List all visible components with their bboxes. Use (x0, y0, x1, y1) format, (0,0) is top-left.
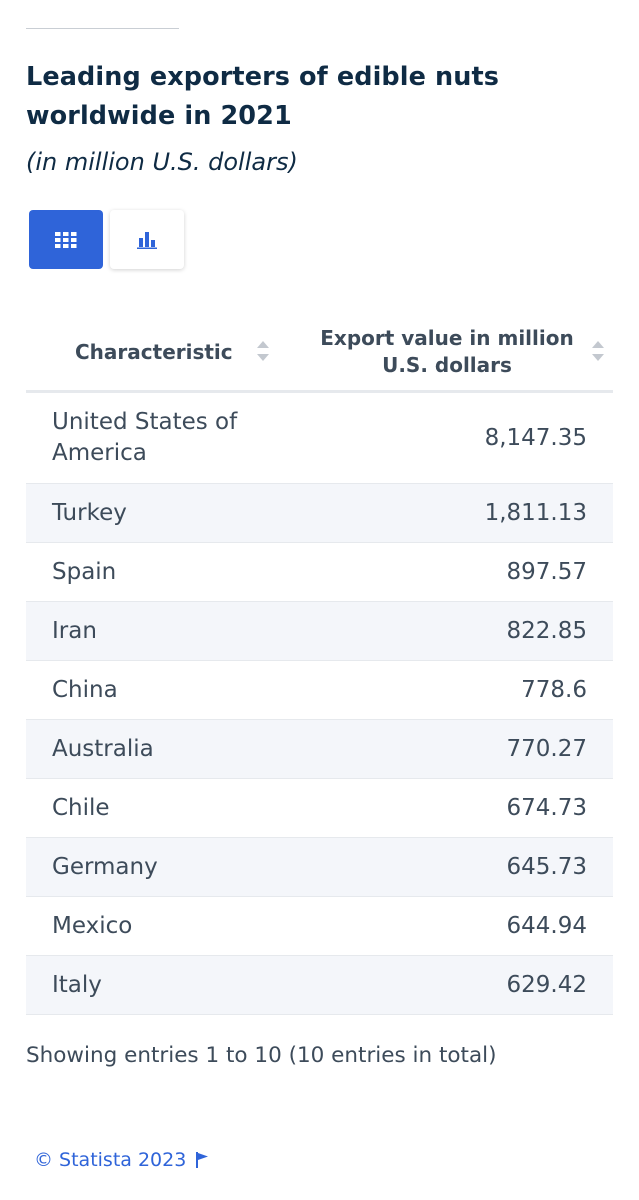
table-row: Mexico 644.94 (26, 897, 613, 956)
export-value: 645.73 (506, 854, 587, 880)
table-row: China 778.6 (26, 661, 613, 720)
export-value: 629.42 (506, 972, 587, 998)
country-name: Australia (52, 735, 154, 762)
table-row: Spain 897.57 (26, 543, 613, 602)
table-row: United States of America 8,147.35 (26, 393, 613, 484)
statista-credit[interactable]: © Statista 2023 (34, 1149, 209, 1171)
export-value: 644.94 (506, 913, 587, 939)
data-table: Characteristic Export value in million U… (26, 314, 613, 1015)
column-header-characteristic[interactable]: Characteristic (75, 339, 233, 364)
table-view-button[interactable] (29, 210, 103, 269)
sort-icon[interactable] (591, 340, 605, 362)
export-value: 674.73 (506, 795, 587, 821)
export-value: 897.57 (506, 559, 587, 585)
credit-label[interactable]: © Statista 2023 (34, 1149, 187, 1171)
country-name: Italy (52, 971, 102, 998)
table-row: Italy 629.42 (26, 956, 613, 1015)
chart-title: Leading exporters of edible nuts worldwi… (26, 62, 500, 131)
country-name: Turkey (52, 499, 127, 526)
country-name: Spain (52, 558, 117, 585)
country-name: China (52, 676, 118, 703)
bar-chart-icon (137, 231, 157, 249)
top-divider (26, 28, 179, 29)
view-toggle (29, 210, 184, 269)
chart-view-button[interactable] (110, 210, 184, 269)
table-row: Germany 645.73 (26, 838, 613, 897)
export-value: 1,811.13 (484, 500, 587, 526)
flag-icon[interactable] (196, 1152, 209, 1168)
entries-summary: Showing entries 1 to 10 (10 entries in t… (26, 1043, 497, 1068)
country-name: Iran (52, 617, 97, 644)
country-name: United States of America (52, 409, 238, 466)
country-name: Germany (52, 853, 158, 880)
column-header-export-value[interactable]: Export value in million U.S. dollars (320, 326, 574, 377)
country-name: Chile (52, 794, 110, 821)
export-value: 770.27 (506, 736, 587, 762)
table-body: United States of America 8,147.35 Turkey… (26, 393, 613, 1015)
grid-icon (55, 231, 77, 248)
table-row: Australia 770.27 (26, 720, 613, 779)
export-value: 822.85 (506, 618, 587, 644)
export-value: 8,147.35 (484, 425, 587, 451)
table-header: Characteristic Export value in million U… (26, 314, 613, 393)
sort-icon[interactable] (256, 340, 270, 362)
country-name: Mexico (52, 912, 133, 939)
chart-subtitle: (in million U.S. dollars) (26, 148, 298, 176)
table-row: Chile 674.73 (26, 779, 613, 838)
table-row: Turkey 1,811.13 (26, 484, 613, 543)
table-row: Iran 822.85 (26, 602, 613, 661)
export-value: 778.6 (521, 677, 587, 703)
